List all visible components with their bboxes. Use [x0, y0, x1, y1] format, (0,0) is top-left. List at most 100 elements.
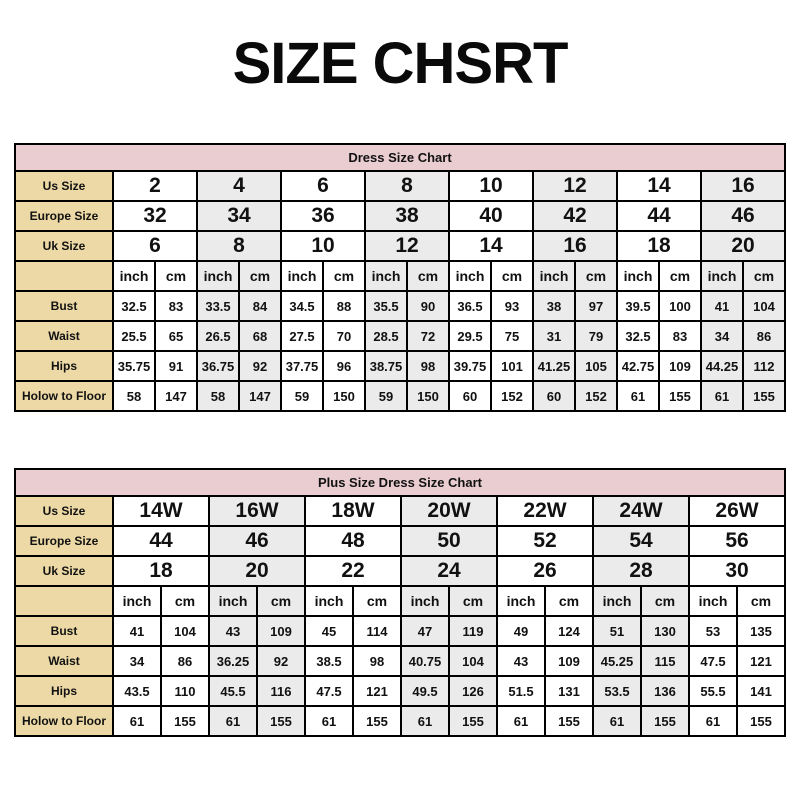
measure-cell: 28.5	[364, 320, 408, 352]
size-cell: 8	[196, 230, 282, 262]
size-cell: 18W	[304, 495, 402, 527]
unit-cell: cm	[256, 585, 306, 617]
unit-cell: cm	[322, 260, 366, 292]
size-cell: 14	[616, 170, 702, 202]
measure-cell: 49	[496, 615, 546, 647]
table-title: Dress Size Chart	[14, 143, 786, 172]
unit-cell: cm	[544, 585, 594, 617]
measure-cell: 35.5	[364, 290, 408, 322]
size-cell: 12	[532, 170, 618, 202]
row-label: Us Size	[14, 170, 114, 202]
size-cell: 40	[448, 200, 534, 232]
measure-cell: 39.75	[448, 350, 492, 382]
size-cell: 18	[112, 555, 210, 587]
measure-cell: 83	[658, 320, 702, 352]
measure-cell: 42.75	[616, 350, 660, 382]
measure-cell: 121	[352, 675, 402, 707]
row-label: Hips	[14, 675, 114, 707]
measure-cell: 38.5	[304, 645, 354, 677]
size-cell: 14	[448, 230, 534, 262]
measure-cell: 70	[322, 320, 366, 352]
measure-cell: 47	[400, 615, 450, 647]
unit-cell: cm	[640, 585, 690, 617]
measure-cell: 51.5	[496, 675, 546, 707]
size-cell: 2	[112, 170, 198, 202]
size-cell: 26	[496, 555, 594, 587]
measure-cell: 44.25	[700, 350, 744, 382]
measure-cell: 72	[406, 320, 450, 352]
measure-cell: 45.5	[208, 675, 258, 707]
measure-cell: 60	[448, 380, 492, 412]
size-cell: 14W	[112, 495, 210, 527]
measure-cell: 96	[322, 350, 366, 382]
unit-cell: inch	[280, 260, 324, 292]
size-cell: 50	[400, 525, 498, 557]
size-cell: 34	[196, 200, 282, 232]
measure-cell: 32.5	[616, 320, 660, 352]
size-cell: 20W	[400, 495, 498, 527]
size-cell: 16	[700, 170, 786, 202]
measure-cell: 58	[112, 380, 156, 412]
unit-cell: cm	[658, 260, 702, 292]
row-label: Uk Size	[14, 555, 114, 587]
measure-cell: 152	[490, 380, 534, 412]
size-cell: 20	[208, 555, 306, 587]
measure-cell: 109	[544, 645, 594, 677]
measure-cell: 91	[154, 350, 198, 382]
measure-cell: 65	[154, 320, 198, 352]
size-cell: 8	[364, 170, 450, 202]
unit-row: inch cm inch cm inch cm inch cm inch cm inch cm inch…	[14, 585, 786, 617]
measure-cell: 61	[400, 705, 450, 737]
unit-cell: cm	[238, 260, 282, 292]
row-label: Waist	[14, 645, 114, 677]
measure-row: Hips 35.75 91 36.75 92 37.75 96 38.75 98 39.75 101…	[14, 350, 786, 382]
unit-cell: inch	[616, 260, 660, 292]
measure-cell: 33.5	[196, 290, 240, 322]
row-label	[14, 585, 114, 617]
unit-cell: inch	[364, 260, 408, 292]
size-cell: 46	[700, 200, 786, 232]
unit-cell: inch	[196, 260, 240, 292]
measure-cell: 40.75	[400, 645, 450, 677]
measure-cell: 109	[658, 350, 702, 382]
measure-cell: 116	[256, 675, 306, 707]
measure-cell: 26.5	[196, 320, 240, 352]
size-row: Europe Size 32 34 36 38 40 42 44 46	[14, 200, 786, 232]
row-label: Uk Size	[14, 230, 114, 262]
unit-cell: cm	[742, 260, 786, 292]
measure-cell: 61	[688, 705, 738, 737]
measure-cell: 68	[238, 320, 282, 352]
unit-cell: cm	[154, 260, 198, 292]
measure-row: Waist 25.5 65 26.5 68 27.5 70 28.5 72 29.5 75 31 79 3…	[14, 320, 786, 352]
measure-cell: 104	[160, 615, 210, 647]
row-label: Europe Size	[14, 525, 114, 557]
measure-cell: 61	[496, 705, 546, 737]
page-title: SIZE CHSRT	[232, 31, 569, 96]
size-row: Uk Size 18 20 22 24 26 28 30	[14, 555, 786, 587]
measure-cell: 38	[532, 290, 576, 322]
unit-cell: cm	[406, 260, 450, 292]
size-cell: 36	[280, 200, 366, 232]
unit-cell: inch	[592, 585, 642, 617]
measure-cell: 130	[640, 615, 690, 647]
measure-cell: 93	[490, 290, 534, 322]
unit-cell: inch	[532, 260, 576, 292]
measure-cell: 147	[238, 380, 282, 412]
row-label: Waist	[14, 320, 114, 352]
measure-cell: 155	[640, 705, 690, 737]
measure-cell: 114	[352, 615, 402, 647]
size-cell: 30	[688, 555, 786, 587]
measure-cell: 92	[256, 645, 306, 677]
plus-size-dress-size-chart-table: Plus Size Dress Size Chart Us Size 14W 16W 1…	[14, 468, 786, 737]
measure-row: Holow to Floor 58 147 58 147 59 150 59 150 60 152 6…	[14, 380, 786, 412]
size-cell: 52	[496, 525, 594, 557]
measure-row: Hips 43.5 110 45.5 116 47.5 121 49.5 126 51.5 131 5…	[14, 675, 786, 707]
measure-cell: 136	[640, 675, 690, 707]
unit-cell: inch	[700, 260, 744, 292]
measure-cell: 105	[574, 350, 618, 382]
measure-cell: 155	[658, 380, 702, 412]
unit-cell: inch	[304, 585, 354, 617]
measure-cell: 104	[448, 645, 498, 677]
measure-cell: 155	[160, 705, 210, 737]
measure-cell: 155	[448, 705, 498, 737]
